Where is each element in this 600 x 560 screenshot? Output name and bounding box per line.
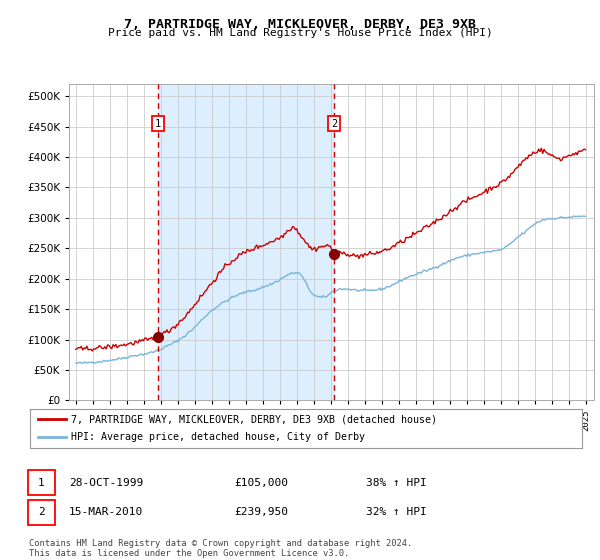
Text: 38% ↑ HPI: 38% ↑ HPI	[366, 478, 427, 488]
Bar	[158, 84, 334, 400]
Text: 1: 1	[38, 478, 45, 488]
Text: HPI: Average price, detached house, City of Derby: HPI: Average price, detached house, City…	[71, 432, 365, 442]
Text: Contains HM Land Registry data © Crown copyright and database right 2024.
This d: Contains HM Land Registry data © Crown c…	[29, 539, 412, 558]
Text: £105,000: £105,000	[234, 478, 288, 488]
Text: 7, PARTRIDGE WAY, MICKLEOVER, DERBY, DE3 9XB (detached house): 7, PARTRIDGE WAY, MICKLEOVER, DERBY, DE3…	[71, 414, 437, 424]
Text: 1: 1	[155, 119, 161, 129]
Text: 28-OCT-1999: 28-OCT-1999	[69, 478, 143, 488]
Text: £239,950: £239,950	[234, 507, 288, 517]
Text: 15-MAR-2010: 15-MAR-2010	[69, 507, 143, 517]
Text: 7, PARTRIDGE WAY, MICKLEOVER, DERBY, DE3 9XB: 7, PARTRIDGE WAY, MICKLEOVER, DERBY, DE3…	[124, 18, 476, 31]
Text: 32% ↑ HPI: 32% ↑ HPI	[366, 507, 427, 517]
Text: Price paid vs. HM Land Registry's House Price Index (HPI): Price paid vs. HM Land Registry's House …	[107, 28, 493, 38]
Text: 2: 2	[331, 119, 337, 129]
Text: 2: 2	[38, 507, 45, 517]
